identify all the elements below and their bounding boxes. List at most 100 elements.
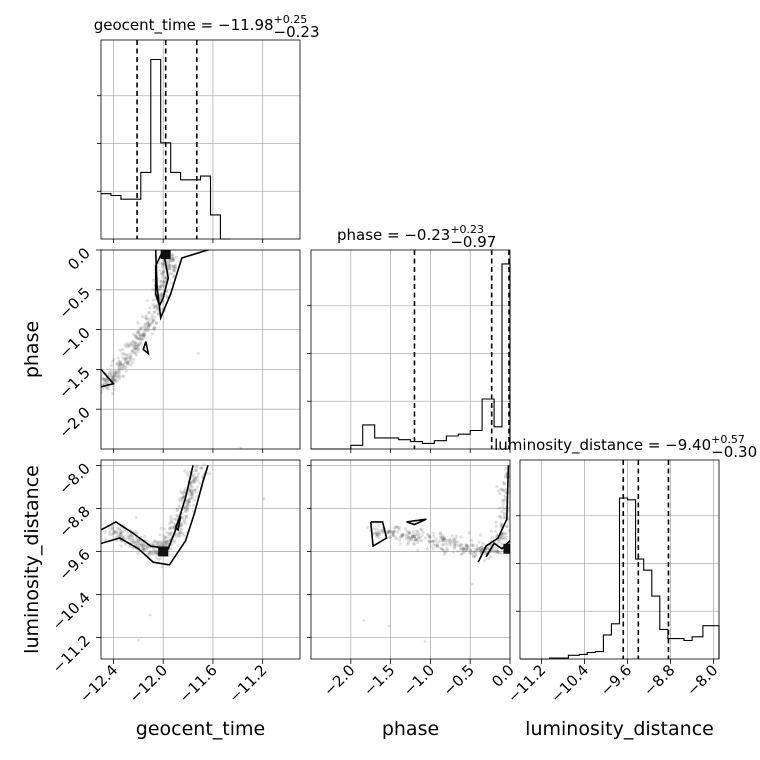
scatter-point [153, 326, 157, 330]
scatter-point [410, 534, 415, 538]
title-value: phase = −0.23 [337, 226, 450, 244]
scatter-point [497, 506, 501, 510]
scatter-point [134, 542, 138, 546]
scatter-point [499, 487, 503, 491]
scatter-point [136, 337, 140, 341]
scatter-point [160, 283, 164, 287]
scatter-point [115, 370, 119, 374]
scatter-point [412, 542, 416, 546]
scatter-point [512, 488, 515, 491]
scatter-point [160, 294, 164, 298]
scatter-point [118, 528, 122, 532]
scatter-point [459, 548, 463, 552]
scatter-point [135, 539, 139, 543]
scatter-point [165, 290, 169, 294]
scatter-point [168, 272, 172, 276]
scatter-point [190, 485, 195, 489]
scatter-point [458, 543, 462, 547]
scatter-point [498, 515, 502, 519]
y-tick-label-luminosity_distance: −8.0 [55, 459, 93, 497]
scatter-point [140, 333, 144, 337]
scatter-point [112, 530, 116, 534]
scatter-point [159, 284, 163, 288]
scatter-point [503, 506, 507, 510]
scatter-point [190, 492, 194, 496]
scatter-point [380, 530, 384, 534]
scatter-point [122, 357, 127, 361]
scatter-point [133, 540, 137, 544]
contour-line-0 [369, 521, 388, 548]
scatter-point [184, 514, 188, 519]
scatter-point [165, 531, 169, 535]
scatter-outlier [387, 624, 391, 628]
scatter-point [173, 269, 177, 274]
scatter-point [180, 491, 184, 496]
scatter-point [190, 491, 195, 495]
scatter-point [400, 533, 404, 537]
scatter-point [115, 530, 119, 534]
scatter-point [189, 482, 193, 486]
scatter-point [380, 528, 384, 532]
scatter-point [496, 550, 500, 554]
scatter-point [391, 531, 395, 535]
scatter-point [395, 524, 399, 529]
scatter-point [133, 351, 137, 355]
y-tick-label-phase: 0.0 [64, 244, 94, 274]
scatter-point [140, 542, 144, 546]
scatter-point [112, 529, 116, 533]
scatter-point [114, 371, 118, 375]
scatter-point [168, 263, 172, 267]
scatter-point [142, 332, 146, 336]
scatter-point [418, 536, 422, 540]
title-minus: −0.97 [450, 233, 496, 251]
scatter-point [417, 538, 421, 543]
scatter-point [142, 331, 146, 335]
scatter-point [170, 258, 174, 262]
scatter-point [408, 531, 412, 536]
scatter-point [119, 363, 123, 367]
scatter-point [154, 549, 159, 553]
scatter-point [449, 543, 453, 547]
scatter-point [151, 298, 155, 302]
scatter-point [387, 529, 391, 534]
scatter-point [409, 536, 414, 540]
scatter-point [153, 551, 157, 555]
scatter-point [143, 322, 147, 326]
scatter-point [465, 547, 469, 551]
scatter-point [397, 526, 401, 530]
scatter-point [145, 298, 149, 303]
scatter-point [469, 538, 474, 543]
scatter-point [391, 533, 396, 538]
x-axis-label-luminosity_distance: luminosity_distance [525, 718, 714, 740]
scatter-point [126, 361, 130, 365]
scatter-point [171, 258, 175, 262]
panel-frame-1-2 [310, 459, 511, 660]
contour-line-1 [101, 465, 209, 566]
scatter-point [143, 323, 147, 327]
scatter-point [464, 547, 469, 551]
scatter-point [170, 530, 174, 535]
scatter-point [168, 264, 172, 268]
scatter-point [502, 515, 506, 520]
x-tick-label-phase: −2.0 [320, 661, 358, 699]
scatter-point [456, 549, 460, 553]
scatter-point [180, 516, 184, 520]
scatter-point [475, 549, 479, 553]
scatter-point [442, 537, 446, 541]
scatter-point [166, 535, 170, 539]
scatter-point [188, 491, 192, 495]
scatter-point [503, 498, 507, 502]
scatter-point [397, 527, 401, 532]
scatter-point [118, 362, 122, 366]
scatter-point [498, 538, 502, 542]
scatter-point [465, 548, 469, 552]
scatter-point [117, 366, 121, 370]
scatter-point [124, 369, 128, 373]
scatter-point [146, 322, 150, 326]
scatter-point [181, 531, 185, 535]
scatter-point [159, 285, 163, 289]
scatter-point [125, 360, 129, 364]
scatter-point [193, 468, 197, 473]
scatter-point [179, 496, 183, 500]
scatter-point [500, 516, 504, 520]
